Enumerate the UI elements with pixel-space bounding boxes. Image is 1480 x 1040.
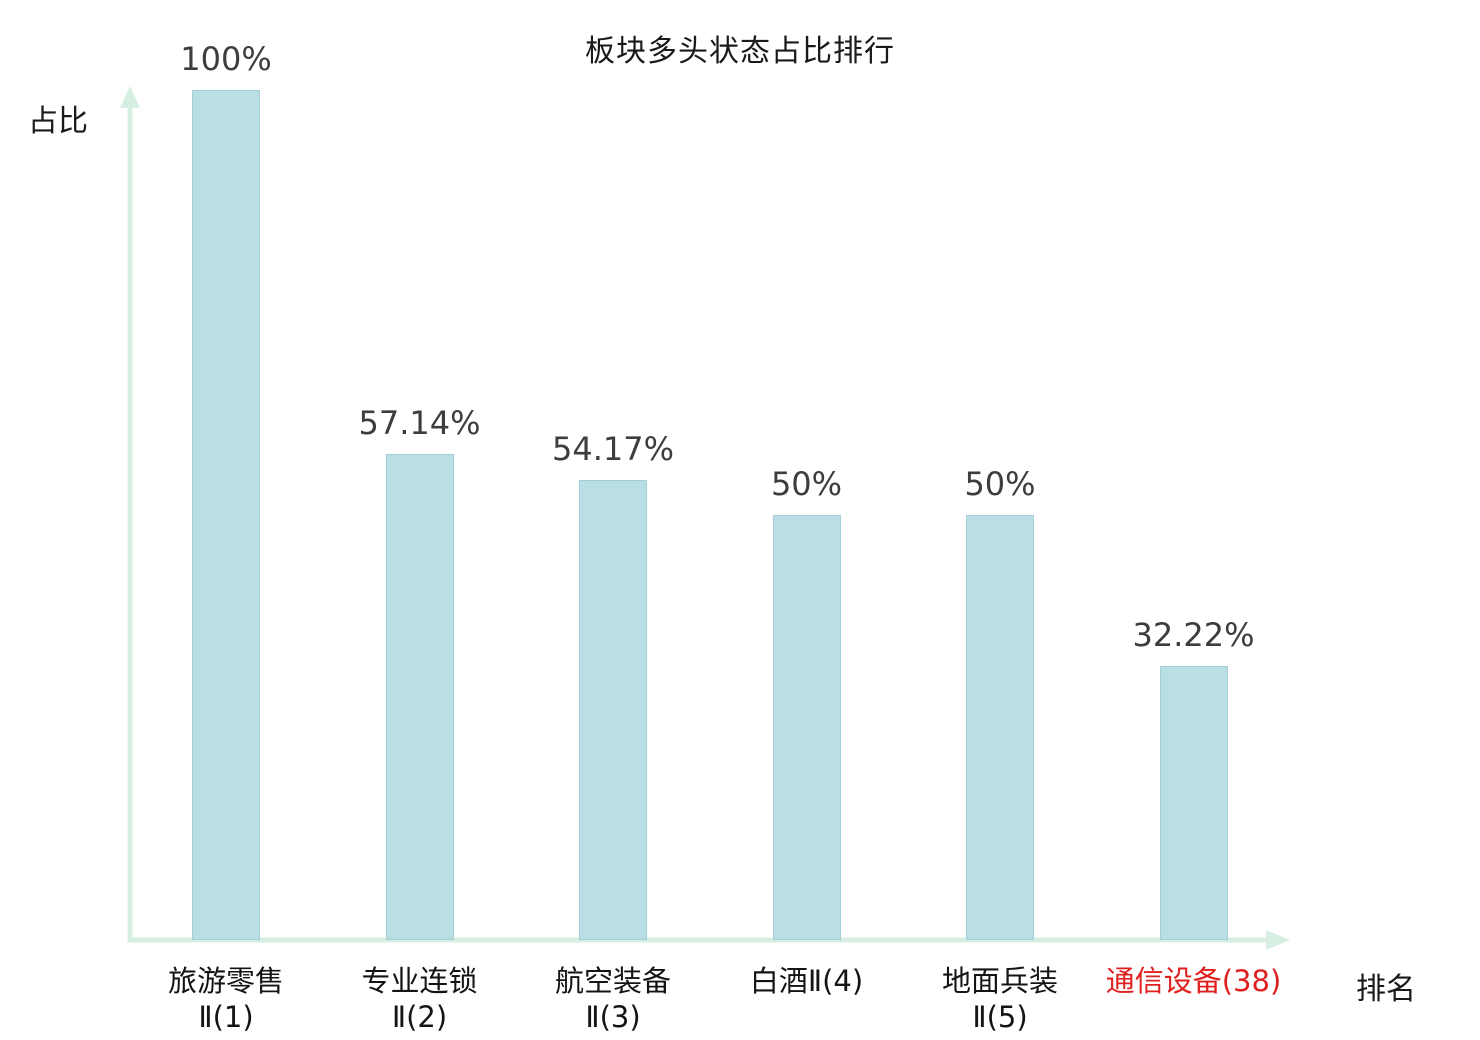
x-tick-label: 地面兵装 <box>941 964 1058 998</box>
x-axis-label: 排名 <box>1356 972 1416 1007</box>
bar <box>966 515 1034 940</box>
y-axis-arrow-icon <box>120 86 140 108</box>
x-tick-label: 通信设备(38) <box>1105 964 1282 998</box>
bar-value-label: 50% <box>770 465 843 503</box>
x-tick-label-line2: Ⅱ(5) <box>972 1000 1028 1034</box>
chart-title: 板块多头状态占比排行 <box>585 34 895 69</box>
y-axis-label: 占比 <box>28 104 88 139</box>
bar-value-label: 50% <box>964 465 1036 503</box>
bar-value-label: 57.14% <box>358 404 481 443</box>
x-tick-label: 航空装备 <box>554 964 671 998</box>
x-axis-arrow-icon <box>1266 930 1290 950</box>
x-tick-label: 专业连锁 <box>361 964 478 998</box>
bar <box>772 515 841 940</box>
x-tick-label: 白酒Ⅱ(4) <box>749 964 864 998</box>
x-tick-label: 旅游零售 <box>167 964 284 998</box>
bar <box>579 479 647 940</box>
x-tick-label-line2: Ⅱ(1) <box>198 1000 254 1034</box>
x-tick-label-line2: Ⅱ(2) <box>391 1000 448 1034</box>
bar-value-label: 32.22% <box>1132 616 1255 655</box>
bar <box>385 454 454 940</box>
bar <box>1159 666 1228 940</box>
bar-value-label: 100% <box>180 40 272 78</box>
bar-value-label: 54.17% <box>551 429 674 468</box>
x-tick-label-line2: Ⅱ(3) <box>585 1000 641 1034</box>
bar <box>192 90 260 940</box>
